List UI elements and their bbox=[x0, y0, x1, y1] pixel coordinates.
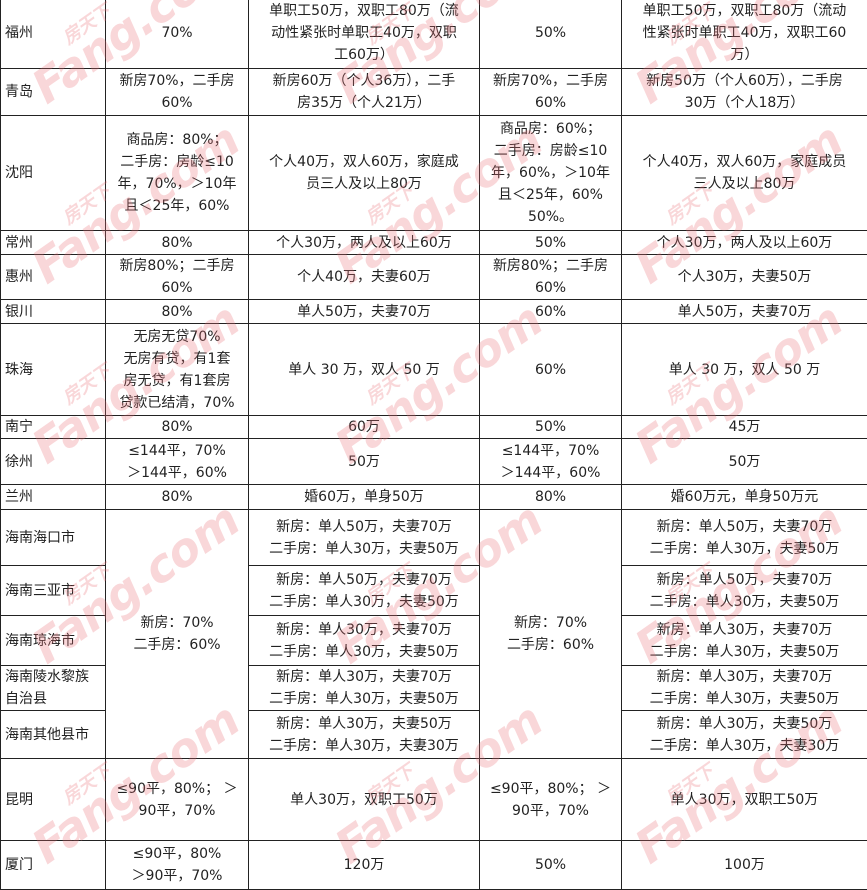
city-cell: 昆明 bbox=[1, 759, 106, 841]
first-home-loan-limit-cell: 单职工50万，双职工80万（流 动性紧张时单职工40万，双职 工60万） bbox=[249, 0, 480, 69]
second-home-loan-limit-cell: 50万 bbox=[622, 439, 867, 485]
first-home-loan-limit-cell: 新房：单人50万，夫妻70万 二手房：单人30万，夫妻50万 bbox=[249, 566, 480, 616]
city-cell: 厦门 bbox=[1, 841, 106, 890]
first-home-down-payment-cell: 80% bbox=[106, 416, 249, 439]
city-cell: 海南陵水黎族 自治县 bbox=[1, 666, 106, 711]
first-home-down-payment-cell: ≤90平，80%； ＞ 90平，70% bbox=[106, 759, 249, 841]
city-cell: 海南其他县市 bbox=[1, 711, 106, 759]
city-cell: 珠海 bbox=[1, 324, 106, 416]
first-home-loan-limit-cell: 60万 bbox=[249, 416, 480, 439]
first-home-loan-limit-cell: 新房：单人50万，夫妻70万 二手房：单人30万，夫妻50万 bbox=[249, 510, 480, 566]
first-home-down-payment-cell: 80% bbox=[106, 300, 249, 324]
first-home-down-payment-cell: 商品房：80%； 二手房：房龄≤10 年，70%，＞10年 且＜25年，60% bbox=[106, 116, 249, 231]
second-home-loan-limit-cell: 单职工50万，双职工80万（流动 性紧张时单职工40万，双职工60 万） bbox=[622, 0, 867, 69]
second-home-down-payment-cell: ≤144平，70% ＞144平，60% bbox=[480, 439, 622, 485]
second-home-loan-limit-cell: 新房：单人50万，夫妻70万 二手房：单人30万，夫妻50万 bbox=[622, 510, 867, 566]
table-row: 海南海口市新房：70% 二手房：60%新房：单人50万，夫妻70万 二手房：单人… bbox=[1, 510, 867, 566]
first-home-down-payment-cell: 新房：70% 二手房：60% bbox=[106, 510, 249, 759]
second-home-loan-limit-cell: 婚60万元，单身50万元 bbox=[622, 485, 867, 510]
second-home-down-payment-cell: 60% bbox=[480, 324, 622, 416]
city-cell: 海南海口市 bbox=[1, 510, 106, 566]
first-home-down-payment-cell: ≤90平，80% ＞90平，70% bbox=[106, 841, 249, 890]
first-home-loan-limit-cell: 婚60万，单身50万 bbox=[249, 485, 480, 510]
city-cell: 海南三亚市 bbox=[1, 566, 106, 616]
first-home-down-payment-cell: 无房无贷70% 无房有贷，有1套 房无贷，有1套房 贷款已结清，70% bbox=[106, 324, 249, 416]
second-home-down-payment-cell: 新房：70% 二手房：60% bbox=[480, 510, 622, 759]
first-home-loan-limit-cell: 新房：单人30万，夫妻70万 二手房：单人30万，夫妻50万 bbox=[249, 666, 480, 711]
second-home-loan-limit-cell: 个人40万，双人60万，家庭成员 三人及以上80万 bbox=[622, 116, 867, 231]
first-home-down-payment-cell: 新房70%，二手房 60% bbox=[106, 69, 249, 116]
table-row: 珠海无房无贷70% 无房有贷，有1套 房无贷，有1套房 贷款已结清，70%单人 … bbox=[1, 324, 867, 416]
first-home-loan-limit-cell: 新房60万（个人36万），二手 房35万（个人21万） bbox=[249, 69, 480, 116]
second-home-down-payment-cell: 新房70%，二手房 60% bbox=[480, 69, 622, 116]
table-row: 沈阳商品房：80%； 二手房：房龄≤10 年，70%，＞10年 且＜25年，60… bbox=[1, 116, 867, 231]
table-row: 惠州新房80%；二手房 60%个人40万，夫妻60万新房80%；二手房 60%个… bbox=[1, 255, 867, 300]
city-cell: 常州 bbox=[1, 231, 106, 255]
first-home-loan-limit-cell: 50万 bbox=[249, 439, 480, 485]
city-cell: 银川 bbox=[1, 300, 106, 324]
second-home-loan-limit-cell: 单人 30 万，双人 50 万 bbox=[622, 324, 867, 416]
second-home-down-payment-cell: 80% bbox=[480, 485, 622, 510]
first-home-loan-limit-cell: 新房：单人30万，夫妻70万 二手房：单人30万，夫妻50万 bbox=[249, 616, 480, 666]
city-cell: 海南琼海市 bbox=[1, 616, 106, 666]
second-home-loan-limit-cell: 单人30万，双职工50万 bbox=[622, 759, 867, 841]
first-home-loan-limit-cell: 120万 bbox=[249, 841, 480, 890]
second-home-loan-limit-cell: 个人30万，两人及以上60万 bbox=[622, 231, 867, 255]
second-home-loan-limit-cell: 100万 bbox=[622, 841, 867, 890]
second-home-down-payment-cell: 60% bbox=[480, 300, 622, 324]
second-home-down-payment-cell: 50% bbox=[480, 841, 622, 890]
second-home-loan-limit-cell: 新房50万（个人60万），二手房 30万（个人18万） bbox=[622, 69, 867, 116]
second-home-down-payment-cell: 50% bbox=[480, 416, 622, 439]
first-home-down-payment-cell: ≤144平，70% ＞144平，60% bbox=[106, 439, 249, 485]
city-cell: 兰州 bbox=[1, 485, 106, 510]
first-home-loan-limit-cell: 单人30万，双职工50万 bbox=[249, 759, 480, 841]
first-home-loan-limit-cell: 单人 30 万，双人 50 万 bbox=[249, 324, 480, 416]
city-cell: 徐州 bbox=[1, 439, 106, 485]
second-home-down-payment-cell: 新房80%；二手房 60% bbox=[480, 255, 622, 300]
first-home-down-payment-cell: 80% bbox=[106, 231, 249, 255]
city-cell: 南宁 bbox=[1, 416, 106, 439]
city-cell: 沈阳 bbox=[1, 116, 106, 231]
second-home-loan-limit-cell: 新房：单人30万，夫妻70万 二手房：单人30万，夫妻50万 bbox=[622, 616, 867, 666]
first-home-loan-limit-cell: 单人50万，夫妻70万 bbox=[249, 300, 480, 324]
second-home-loan-limit-cell: 新房：单人30万，夫妻70万 二手房：单人30万，夫妻50万 bbox=[622, 666, 867, 711]
first-home-loan-limit-cell: 新房：单人30万，夫妻50万 二手房：单人30万，夫妻30万 bbox=[249, 711, 480, 759]
first-home-loan-limit-cell: 个人40万，双人60万，家庭成 员三人及以上80万 bbox=[249, 116, 480, 231]
first-home-down-payment-cell: 80% bbox=[106, 485, 249, 510]
second-home-down-payment-cell: 50% bbox=[480, 231, 622, 255]
first-home-down-payment-cell: 70% bbox=[106, 0, 249, 69]
second-home-loan-limit-cell: 单人50万，夫妻70万 bbox=[622, 300, 867, 324]
second-home-loan-limit-cell: 45万 bbox=[622, 416, 867, 439]
first-home-loan-limit-cell: 个人30万，两人及以上60万 bbox=[249, 231, 480, 255]
table-row: 昆明≤90平，80%； ＞ 90平，70%单人30万，双职工50万≤90平，80… bbox=[1, 759, 867, 841]
first-home-down-payment-cell: 新房80%；二手房 60% bbox=[106, 255, 249, 300]
second-home-loan-limit-cell: 新房：单人30万，夫妻50万 二手房：单人30万，夫妻30万 bbox=[622, 711, 867, 759]
second-home-down-payment-cell: ≤90平，80%； ＞ 90平，70% bbox=[480, 759, 622, 841]
city-cell: 福州 bbox=[1, 0, 106, 69]
second-home-down-payment-cell: 50% bbox=[480, 0, 622, 69]
table-row: 青岛新房70%，二手房 60%新房60万（个人36万），二手 房35万（个人21… bbox=[1, 69, 867, 116]
table-row: 徐州≤144平，70% ＞144平，60%50万≤144平，70% ＞144平，… bbox=[1, 439, 867, 485]
first-home-loan-limit-cell: 个人40万，夫妻60万 bbox=[249, 255, 480, 300]
second-home-loan-limit-cell: 个人30万，夫妻50万 bbox=[622, 255, 867, 300]
city-cell: 惠州 bbox=[1, 255, 106, 300]
second-home-loan-limit-cell: 新房：单人50万，夫妻70万 二手房：单人30万，夫妻50万 bbox=[622, 566, 867, 616]
city-cell: 青岛 bbox=[1, 69, 106, 116]
second-home-down-payment-cell: 商品房：60%； 二手房：房龄≤10 年，60%，＞10年 且＜25年，60% … bbox=[480, 116, 622, 231]
